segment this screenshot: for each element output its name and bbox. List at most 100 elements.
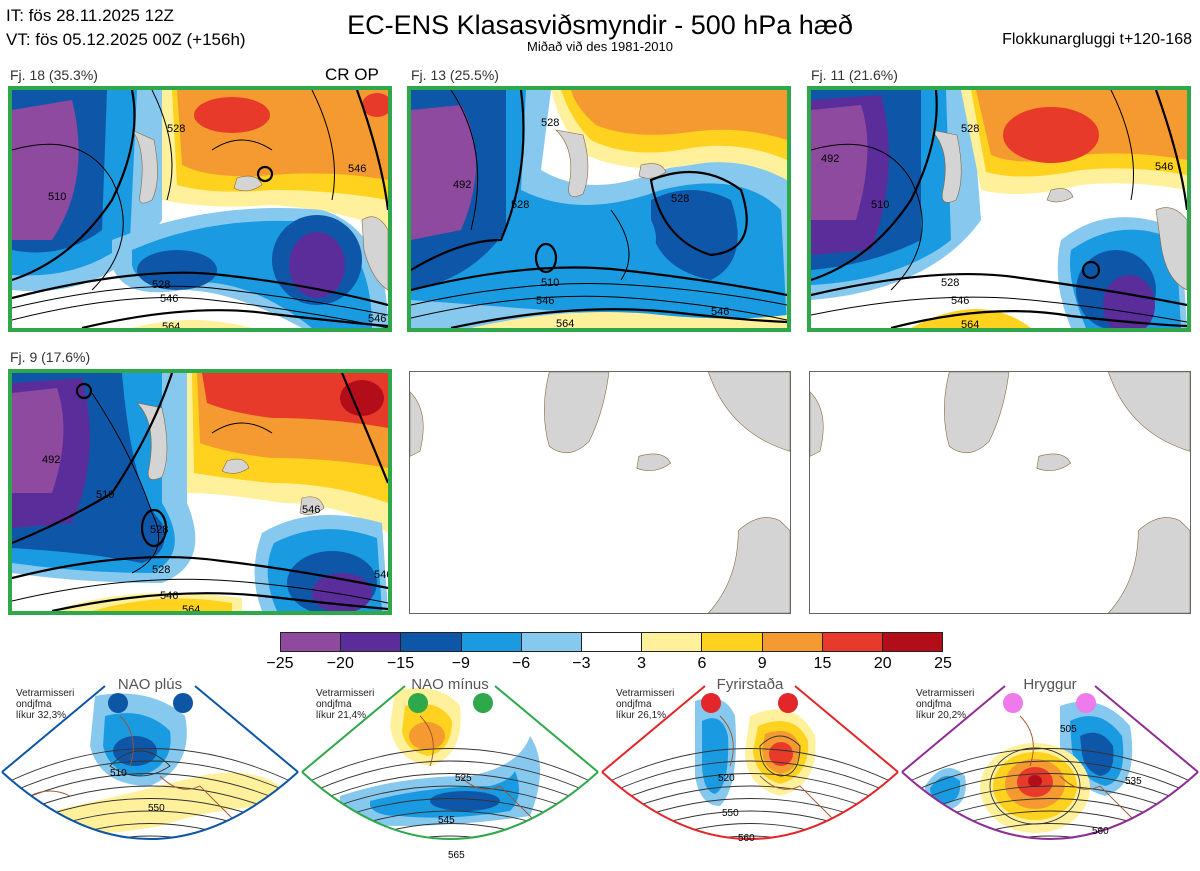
contour-label: 528 — [152, 279, 170, 291]
regime-map-blocking: 520 550 560 — [601, 685, 899, 844]
colorbar-swatch — [702, 633, 763, 651]
contour-labels-3: 492 510 528 528 546 546 564 — [821, 123, 1173, 328]
colorbar-tick-label: −15 — [386, 655, 415, 672]
regime-stats: Vetrarmisseri ondjfma líkur 21,4% — [316, 688, 375, 721]
colorbar-swatch — [401, 633, 462, 651]
colorbar-tick-label: 6 — [697, 655, 707, 672]
anomaly-map-2 — [411, 90, 787, 328]
regime-name: Hryggur — [1023, 676, 1077, 693]
control-operational-tag: CR OP — [325, 65, 379, 84]
regime-dot — [173, 693, 193, 713]
regime-dot — [108, 693, 128, 713]
colorbar-tick-label: 15 — [813, 655, 832, 672]
coastline-map — [410, 372, 790, 613]
regime-dot — [1076, 693, 1096, 713]
contour-label: 564 — [182, 604, 200, 611]
cluster-map-3: 492 510 528 528 546 546 564 — [807, 86, 1191, 332]
contour-label: 546 — [1155, 161, 1173, 173]
regime-name: NAO plús — [117, 676, 183, 693]
contour-label: 546 — [160, 293, 178, 305]
empty-map-1 — [409, 371, 791, 614]
contour-label: 510 — [541, 277, 559, 289]
cluster-map-1: 528 510 546 564 546 528 546 — [8, 86, 392, 332]
colorbar-swatch — [461, 633, 522, 651]
contour-label: 520 — [718, 773, 735, 784]
colorbar-swatch — [762, 633, 823, 651]
contour-label: 510 — [48, 191, 66, 203]
regime-dot — [408, 693, 428, 713]
colorbar-tick-label: −6 — [511, 655, 531, 672]
contour-label: 564 — [961, 319, 979, 328]
contour-label: 492 — [42, 454, 60, 466]
colorbar — [280, 632, 943, 652]
colorbar-tick-label: −25 — [266, 655, 294, 672]
colorbar-tick-label: −20 — [326, 655, 354, 672]
contour-label: 528 — [541, 117, 559, 129]
contour-labels-4: 492 510 528 528 546 564 546 546 — [42, 454, 388, 611]
regime-name: NAO mínus — [411, 676, 489, 693]
contour-label: 546 — [302, 504, 320, 516]
contour-label: 492 — [821, 153, 839, 165]
contour-label: 546 — [711, 306, 729, 318]
colorbar-tick-label: 25 — [934, 655, 952, 672]
contour-label: 545 — [438, 815, 455, 826]
anomaly-map-4 — [12, 373, 388, 611]
colorbar-tick-label: −3 — [572, 655, 591, 672]
contour-label: 528 — [671, 193, 689, 205]
contour-label: 525 — [455, 773, 472, 784]
classification-window: Flokkunargluggi t+120-168 — [1002, 31, 1192, 48]
contour-label: 546 — [348, 163, 366, 175]
cluster-label-2: Fj. 13 (25.5%) — [411, 67, 499, 83]
regime-nao-plus: 510 550 NAO plús Vetrarmisseri ondjfma lík… — [0, 676, 300, 871]
contour-label: 546 — [951, 295, 969, 307]
contour-label: 505 — [1060, 724, 1077, 735]
cluster-map-2: 528 492 528 510 528 546 564 546 — [407, 86, 791, 332]
colorbar-swatch — [581, 633, 643, 651]
contour-label: 564 — [556, 318, 574, 328]
colorbar-swatch — [521, 633, 582, 651]
colorbar-swatch — [882, 633, 943, 651]
contour-label: 510 — [871, 199, 889, 211]
cluster-label-3: Fj. 11 (21.6%) — [811, 67, 898, 83]
contour-label: 546 — [368, 313, 386, 325]
regime-map-nao-plus: 510 550 — [1, 685, 299, 840]
contour-labels-1: 528 510 546 564 546 528 546 — [48, 123, 386, 328]
valid-time: VT: fös 05.12.2025 00Z (+156h) — [6, 30, 246, 49]
contour-label: 546 — [160, 590, 178, 602]
colorbar-tick-label: 9 — [757, 655, 767, 672]
contour-label: 564 — [162, 321, 180, 328]
contour-label: 565 — [448, 850, 465, 861]
regime-blocking: 520 550 560 Fyrirstaða Vetrarmisseri ondj… — [600, 676, 900, 871]
cluster-map-4: 492 510 528 528 546 564 546 546 — [8, 369, 392, 615]
contour-label: 546 — [374, 569, 388, 581]
contour-labels-2: 528 492 528 510 528 546 564 546 — [453, 117, 729, 328]
anomaly-map-1 — [12, 90, 388, 328]
contour-label: 535 — [1125, 776, 1142, 787]
contour-label: 550 — [722, 808, 739, 819]
contour-label: 528 — [150, 524, 168, 536]
colorbar-swatch — [341, 633, 402, 651]
regime-dot — [701, 693, 721, 713]
contour-label: 546 — [536, 295, 554, 307]
colorbar-tick-label: 20 — [873, 655, 892, 672]
contour-label: 528 — [167, 123, 185, 135]
coastline-map — [810, 372, 1190, 613]
regime-dot — [473, 693, 493, 713]
anomaly-map-3 — [811, 90, 1187, 328]
regime-stats: Vetrarmisseri ondjfma líkur 32,3% — [16, 688, 75, 721]
empty-map-2 — [809, 371, 1191, 614]
page-title: EC-ENS Klasasviðsmyndir - 500 hPa hæð — [347, 10, 853, 40]
contour-label: 560 — [738, 833, 755, 844]
cluster-label-1: Fj. 18 (35.3%) — [10, 67, 98, 83]
contour-label: 510 — [110, 768, 127, 779]
regime-stats: Vetrarmisseri ondjfma líkur 20,2% — [916, 688, 975, 721]
contour-label: 528 — [961, 123, 979, 135]
regime-map-ridge: 505 535 560 — [901, 685, 1199, 840]
contour-label: 492 — [453, 179, 471, 191]
contour-label: 550 — [148, 803, 165, 814]
colorbar-tick-label: 3 — [637, 655, 647, 672]
contour-label: 510 — [96, 489, 114, 501]
cluster-label-4: Fj. 9 (17.6%) — [10, 349, 91, 365]
contour-label: 560 — [1092, 826, 1109, 837]
colorbar-tick-label: −9 — [451, 655, 470, 672]
